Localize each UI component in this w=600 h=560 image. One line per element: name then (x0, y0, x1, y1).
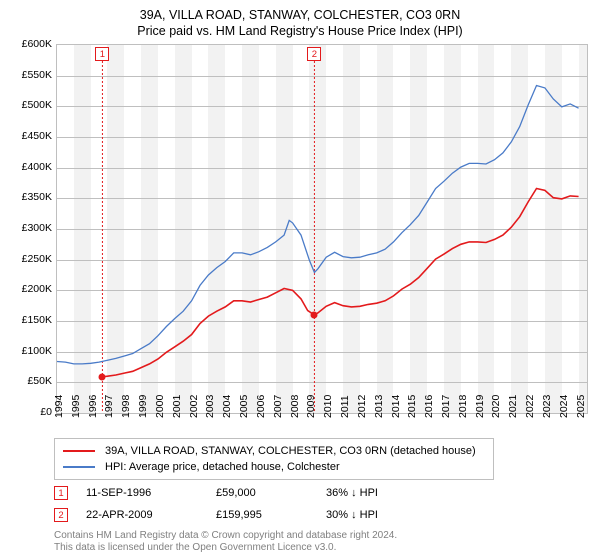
legend-label: HPI: Average price, detached house, Colc… (105, 459, 340, 475)
sale-point (99, 373, 106, 380)
y-tick-label: £450K (12, 130, 52, 142)
legend-label: 39A, VILLA ROAD, STANWAY, COLCHESTER, CO… (105, 443, 476, 459)
sale-date: 11-SEP-1996 (86, 487, 216, 499)
attribution-line: Contains HM Land Registry data © Crown c… (54, 530, 590, 542)
y-tick-label: £350K (12, 191, 52, 203)
sale-row: 2 22-APR-2009£159,99530% ↓ HPI (54, 506, 590, 524)
sale-row: 1 11-SEP-1996£59,00036% ↓ HPI (54, 484, 590, 502)
sale-price: £159,995 (216, 509, 326, 521)
x-tick-label: 2007 (272, 395, 291, 418)
attribution: Contains HM Land Registry data © Crown c… (54, 530, 590, 554)
x-tick-label: 1995 (70, 395, 89, 418)
x-tick-label: 2025 (575, 395, 594, 418)
y-tick-label: £100K (12, 345, 52, 357)
sale-row-marker: 1 (54, 486, 68, 500)
legend-item: 39A, VILLA ROAD, STANWAY, COLCHESTER, CO… (63, 443, 485, 459)
sale-delta: 30% ↓ HPI (326, 509, 378, 521)
chart-area: £0 £50K £100K £150K £200K £250K £300K £350K £400… (12, 44, 588, 434)
series-line (102, 189, 578, 377)
series-line (57, 86, 579, 364)
legend: 39A, VILLA ROAD, STANWAY, COLCHESTER, CO… (54, 438, 494, 480)
y-tick-label: £0 (12, 406, 52, 418)
x-tick-label: 2001 (171, 395, 190, 418)
sale-date: 22-APR-2009 (86, 509, 216, 521)
x-tick-label: 2018 (457, 395, 476, 418)
chart-subtitle: Price paid vs. HM Land Registry's House … (10, 24, 590, 38)
sale-price: £59,000 (216, 487, 326, 499)
sale-row-marker: 2 (54, 508, 68, 522)
y-tick-label: £500K (12, 99, 52, 111)
y-tick-label: £150K (12, 314, 52, 326)
y-tick-label: £50K (12, 375, 52, 387)
legend-item: HPI: Average price, detached house, Colc… (63, 459, 485, 475)
attribution-line: This data is licensed under the Open Gov… (54, 542, 590, 554)
plot-area: 12 (56, 44, 588, 414)
sale-point (311, 311, 318, 318)
y-tick-label: £400K (12, 161, 52, 173)
legend-swatch (63, 450, 95, 452)
legend-swatch (63, 466, 95, 468)
x-tick-label: 2013 (373, 395, 392, 418)
y-tick-label: £250K (12, 253, 52, 265)
y-tick-label: £550K (12, 69, 52, 81)
chart-title: 39A, VILLA ROAD, STANWAY, COLCHESTER, CO… (10, 8, 590, 22)
y-tick-label: £300K (12, 222, 52, 234)
y-tick-label: £200K (12, 283, 52, 295)
x-tick-label: 2012 (356, 395, 375, 418)
chart-lines (57, 45, 587, 413)
x-tick-label: 2024 (558, 395, 577, 418)
sale-delta: 36% ↓ HPI (326, 487, 378, 499)
y-tick-label: £600K (12, 38, 52, 50)
